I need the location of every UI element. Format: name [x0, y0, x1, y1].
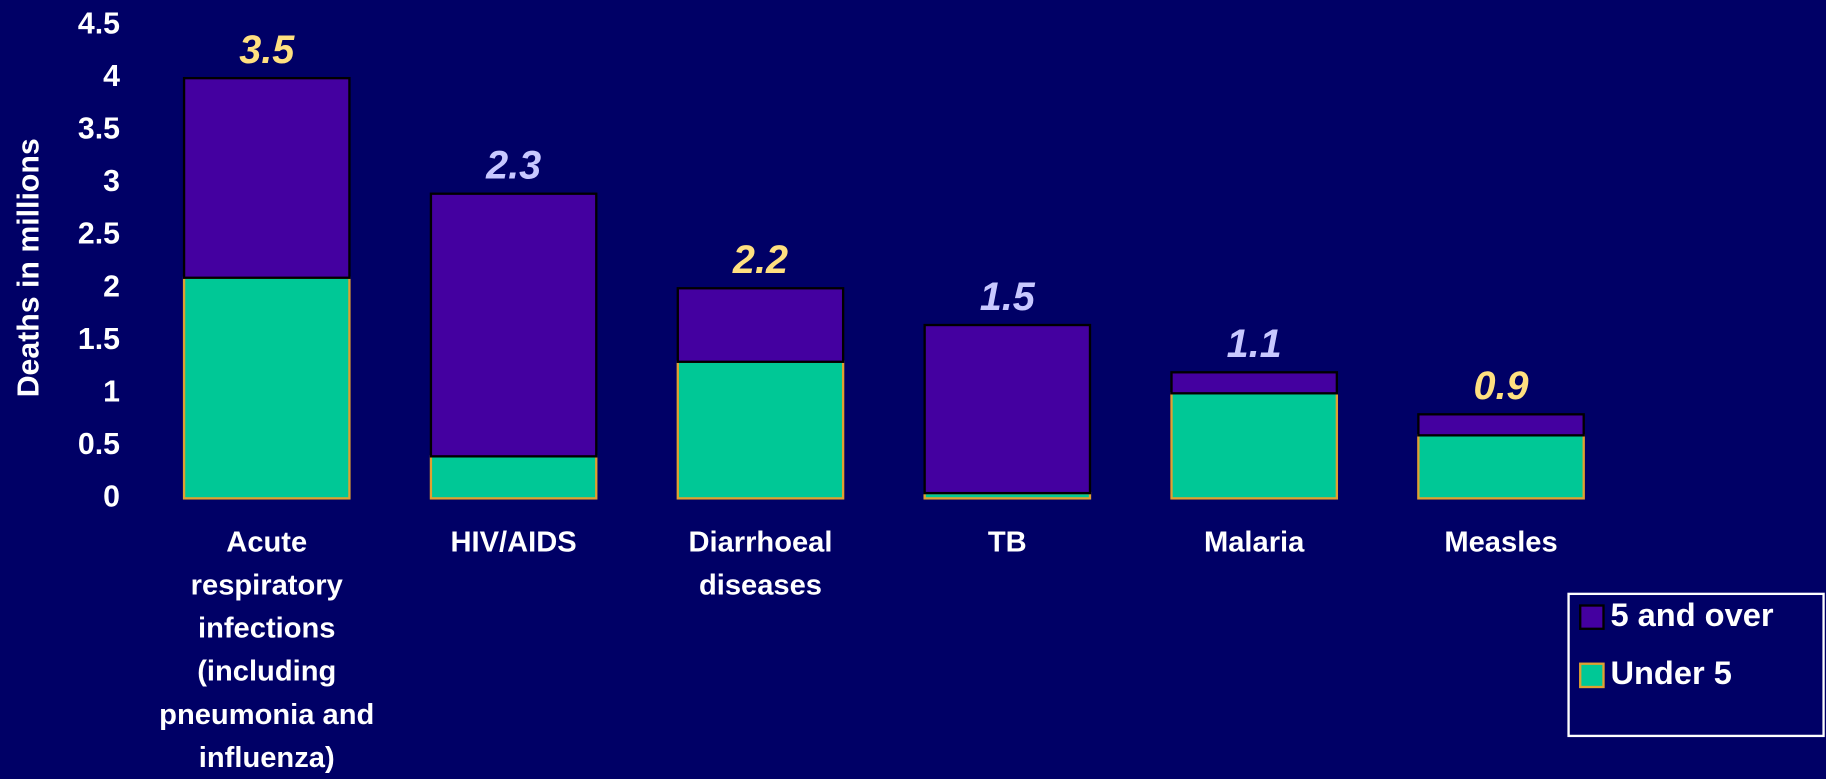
x-tick-label: (including [197, 656, 336, 688]
x-tick-label: Diarrhoeal [688, 526, 832, 558]
y-tick-label: 3 [103, 165, 120, 198]
y-tick-label: 0 [103, 480, 120, 513]
y-tick-label: 2 [103, 270, 120, 303]
y-axis-title: Deaths in millions [12, 138, 45, 397]
legend-swatch [1579, 604, 1605, 630]
legend-swatch [1579, 662, 1605, 689]
x-tick-label: infections [198, 613, 335, 645]
y-tick-label: 2.5 [78, 218, 120, 251]
y-tick-label: 1.5 [78, 323, 120, 356]
bar-segment [1417, 413, 1585, 437]
annotation: 3.5 [239, 28, 295, 72]
y-tick-label: 0.5 [78, 428, 120, 461]
bar-segment [182, 76, 351, 279]
bar-segment [923, 323, 1092, 495]
annotation: 2.2 [732, 238, 788, 282]
bar-segment [182, 276, 351, 500]
bar-segment [1170, 392, 1339, 500]
bar-segment [1417, 434, 1585, 500]
x-tick-label: TB [988, 526, 1027, 558]
y-tick-label: 4 [103, 60, 120, 93]
bar-segment [429, 192, 598, 458]
bar-segment [676, 287, 845, 363]
annotation: 2.3 [485, 144, 541, 188]
x-tick-label: diseases [699, 570, 822, 602]
y-tick-label: 1 [103, 375, 120, 408]
x-tick-label: Malaria [1204, 526, 1305, 558]
x-tick-label: pneumonia and [159, 699, 374, 731]
bar-segment [429, 455, 598, 500]
bar-segment [1170, 371, 1339, 395]
x-tick-label: influenza) [199, 742, 335, 774]
x-tick-label: respiratory [191, 570, 344, 602]
legend-box [1567, 592, 1825, 738]
x-tick-label: Acute [226, 526, 307, 558]
legend-label: 5 and over [1610, 596, 1773, 633]
bar-segment [676, 360, 845, 500]
annotation: 1.5 [980, 275, 1036, 319]
x-tick-label: HIV/AIDS [451, 526, 577, 558]
annotation: 0.9 [1474, 364, 1529, 408]
legend-label: Under 5 [1610, 654, 1731, 691]
y-tick-label: 4.5 [78, 8, 120, 41]
x-tick-label: Measles [1444, 526, 1557, 558]
annotation: 1.1 [1227, 322, 1282, 366]
y-tick-label: 3.5 [78, 113, 120, 146]
